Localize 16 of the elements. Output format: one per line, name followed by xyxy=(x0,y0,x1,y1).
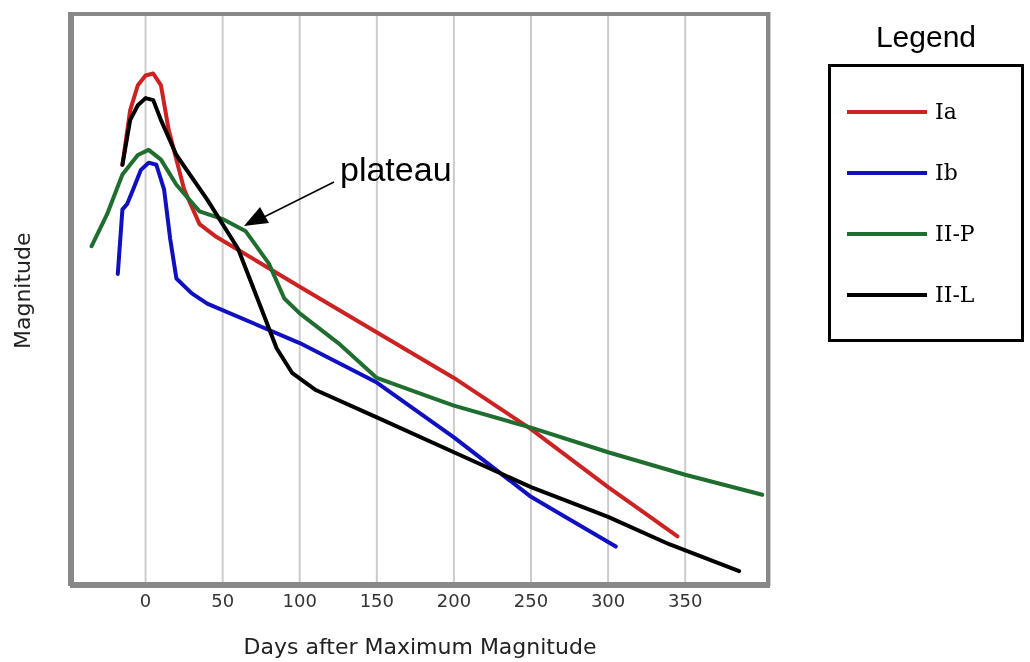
legend-label: Ib xyxy=(935,160,958,185)
x-tick-label: 50 xyxy=(211,589,235,611)
x-tick-label: 150 xyxy=(359,589,395,611)
legend-title: Legend xyxy=(874,20,978,54)
x-tick-label: 0 xyxy=(139,589,152,611)
x-axis-title: Days after Maximum Magnitude xyxy=(243,634,597,659)
legend-label: II-P xyxy=(935,221,975,246)
x-tick-label: 300 xyxy=(590,589,626,611)
x-tick-label: 100 xyxy=(282,589,317,611)
x-tick-label: 200 xyxy=(436,589,472,611)
legend-label: II-L xyxy=(935,282,975,307)
y-axis-title: Magnitude xyxy=(9,232,35,349)
x-tick-label: 350 xyxy=(668,589,703,611)
legend-label: Ia xyxy=(935,99,957,124)
annotation: plateau xyxy=(340,150,452,189)
x-tick-label: 250 xyxy=(513,589,549,611)
